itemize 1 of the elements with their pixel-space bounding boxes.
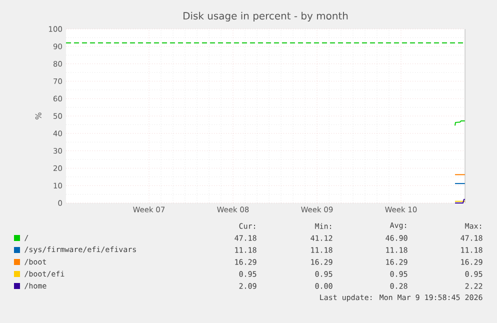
chart-title: Disk usage in percent - by month	[184, 12, 348, 22]
